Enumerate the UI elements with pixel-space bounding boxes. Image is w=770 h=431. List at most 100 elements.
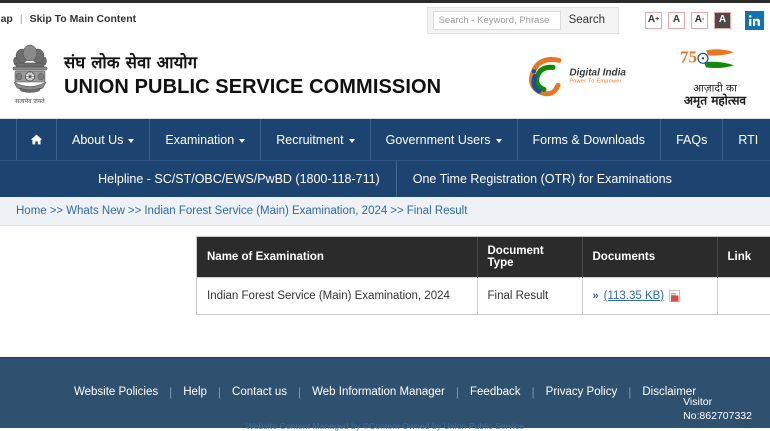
emblem-motto: सत्यमेव जयते	[15, 97, 45, 105]
footer-link-contact-us[interactable]: Contact us	[232, 386, 288, 398]
chevron-down-icon	[348, 138, 355, 143]
helpline-label: Helpline - SC/ST/OBC/EWS/PwBD (1800-118-…	[98, 172, 380, 186]
footer-copyright-note: Website Content Managed by ©Content Owne…	[245, 421, 525, 431]
document-download-link[interactable]: (113.35 KB)	[603, 289, 665, 302]
breadcrumb-item-exam[interactable]: Indian Forest Service (Main) Examination…	[144, 205, 388, 217]
nav-label-faqs: FAQs	[676, 132, 708, 147]
footer-separator: |	[217, 385, 222, 399]
header-logos: Digital India Power To Empower 75 आज़ादी…	[521, 44, 758, 107]
table-head: Name of Examination Document Type Docume…	[197, 237, 770, 278]
footer-link-help[interactable]: Help	[183, 386, 207, 398]
search-input[interactable]	[432, 10, 561, 30]
topbar-right-tools: Search A+ A A- A	[426, 3, 764, 37]
amrit-line-1: आज़ादी का	[693, 81, 737, 94]
bullet-icon: »	[592, 289, 599, 302]
helpline-bar: Helpline - SC/ST/OBC/EWS/PwBD (1800-118-…	[0, 160, 770, 197]
nav-item-rti[interactable]: RTI	[723, 119, 770, 160]
national-emblem-icon: सत्यमेव जयते	[6, 43, 54, 109]
nav-label-about-us: About Us	[72, 132, 124, 147]
helpline-link[interactable]: Helpline - SC/ST/OBC/EWS/PwBD (1800-118-…	[82, 161, 397, 197]
search-button[interactable]: Search	[561, 14, 613, 26]
footer-links: Website Policies | Help | Contact us | W…	[0, 358, 770, 399]
nav-item-about-us[interactable]: About Us	[57, 119, 151, 160]
nav-item-recruitment[interactable]: Recruitment	[261, 119, 371, 160]
nav-label-government-users: Government Users	[385, 132, 491, 147]
footer-separator: |	[531, 385, 535, 399]
organization-names: संघ लोक सेवा आयोग UNION PUBLIC SERVICE C…	[64, 53, 441, 99]
footer-separator: |	[455, 385, 460, 399]
nav-label-rti: RTI	[738, 132, 759, 147]
home-icon	[30, 133, 43, 146]
font-increase-button[interactable]: A +	[645, 11, 662, 29]
chevron-down-icon	[128, 138, 135, 143]
footer-link-web-information-manager[interactable]: Web Information Manager	[312, 386, 445, 398]
column-header-documents: Documents	[582, 237, 718, 278]
cell-link	[717, 277, 770, 314]
high-contrast-label: A	[718, 14, 727, 25]
column-header-link: Link	[717, 237, 770, 278]
skip-to-main-content-link[interactable]: Skip To Main Content	[29, 12, 137, 25]
nav-item-forms-downloads[interactable]: Forms & Downloads	[518, 119, 662, 160]
font-decrease-label: A	[694, 14, 702, 25]
site-header: सत्यमेव जयते संघ लोक सेवा आयोग UNION PUB…	[0, 34, 770, 119]
nav-item-examination[interactable]: Examination	[150, 119, 262, 160]
font-increase-label: A	[647, 14, 656, 25]
pdf-icon	[669, 289, 681, 302]
table-body: Indian Forest Service (Main) Examination…	[197, 277, 770, 314]
nav-label-examination: Examination	[165, 132, 235, 147]
main-content: Name of Examination Document Type Docume…	[0, 226, 770, 357]
digital-india-tagline: Power To Empower	[569, 78, 622, 85]
font-decrease-button[interactable]: A-	[691, 11, 708, 29]
column-header-document-type: Document Type	[477, 237, 583, 278]
breadcrumb-separator: >>	[127, 205, 142, 217]
high-contrast-button[interactable]: A	[714, 11, 731, 29]
breadcrumb-item-whats-new[interactable]: Whats New	[66, 205, 125, 217]
azadi-amrit-mahotsav-logo: 75 आज़ादी का अमृत महोत्सव	[672, 44, 758, 107]
site-footer: Website Policies | Help | Contact us | W…	[0, 357, 770, 431]
font-normal-button[interactable]: A	[668, 11, 685, 29]
topbar-left-links: eMap | Skip To Main Content	[0, 13, 136, 25]
footer-separator: |	[628, 385, 632, 399]
column-header-name-of-examination: Name of Examination	[197, 237, 478, 278]
breadcrumb-separator: >>	[49, 205, 64, 217]
main-navigation: About Us Examination Recruitment Governm…	[0, 119, 770, 160]
org-name-hindi: संघ लोक सेवा आयोग	[64, 53, 198, 73]
footer-link-privacy-policy[interactable]: Privacy Policy	[545, 386, 618, 398]
amrit-line-2: अमृत महोत्सव	[683, 93, 747, 108]
chevron-down-icon	[239, 138, 246, 143]
otr-label: One Time Registration (OTR) for Examinat…	[412, 172, 672, 186]
amrit-75-label: 75	[680, 47, 697, 66]
font-normal-label: A	[672, 14, 681, 25]
footer-link-disclaimer[interactable]: Disclaimer	[642, 386, 697, 398]
accessibility-controls: A + A A- A	[645, 11, 731, 29]
nav-label-forms-downloads: Forms & Downloads	[532, 132, 646, 147]
table-header-row: Name of Examination Document Type Docume…	[197, 237, 770, 278]
cell-documents: » (113.35 KB)	[582, 277, 718, 314]
visitor-counter: Visitor No:862707332	[683, 396, 752, 423]
chevron-down-icon	[495, 138, 502, 143]
digital-india-title: Digital India	[569, 67, 626, 79]
linkedin-icon[interactable]	[745, 10, 764, 30]
digital-india-logo: Digital India Power To Empower	[521, 54, 626, 98]
breadcrumb-item-home[interactable]: Home	[16, 205, 47, 217]
org-name-english: UNION PUBLIC SERVICE COMMISSION	[64, 75, 442, 98]
nav-label-recruitment: Recruitment	[276, 132, 344, 147]
breadcrumb-separator: >>	[390, 205, 404, 217]
search-box: Search	[426, 6, 619, 34]
visitor-label: Visitor	[683, 396, 713, 408]
nav-item-home[interactable]	[16, 119, 57, 160]
cell-exam-name: Indian Forest Service (Main) Examination…	[197, 277, 478, 314]
table-row: Indian Forest Service (Main) Examination…	[197, 277, 770, 314]
nav-item-faqs[interactable]: FAQs	[661, 119, 724, 160]
nav-item-government-users[interactable]: Government Users	[371, 119, 518, 160]
footer-separator: |	[169, 385, 173, 399]
footer-separator: |	[298, 385, 302, 399]
breadcrumb: Home >> Whats New >> Indian Forest Servi…	[0, 197, 770, 226]
results-table: Name of Examination Document Type Docume…	[197, 237, 770, 314]
footer-link-feedback[interactable]: Feedback	[470, 386, 521, 398]
visitor-count: No:862707332	[683, 409, 752, 422]
footer-link-website-policies[interactable]: Website Policies	[73, 386, 159, 398]
sitemap-link[interactable]: eMap	[0, 12, 13, 25]
topbar-separator: |	[19, 12, 23, 25]
otr-registration-link[interactable]: One Time Registration (OTR) for Examinat…	[397, 161, 688, 197]
